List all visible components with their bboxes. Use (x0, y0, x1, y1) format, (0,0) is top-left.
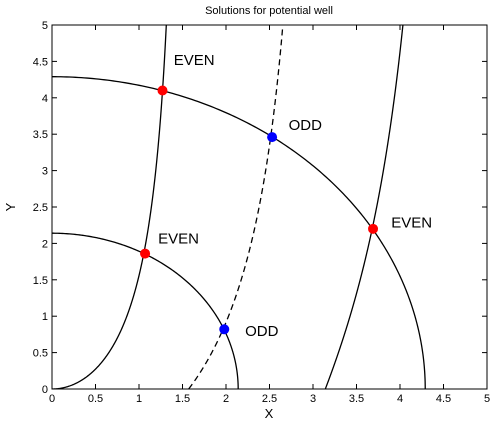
intersection-point-2 (157, 85, 168, 96)
y-tick-label: 2 (42, 238, 48, 250)
y-tick: 4 (42, 93, 487, 105)
intersection-point-4 (219, 324, 230, 335)
x-tick-label: 3.5 (349, 393, 364, 405)
curves (52, 25, 426, 389)
x-tick-label: 0.5 (88, 393, 103, 405)
y-tick: 5 (42, 20, 487, 32)
x-tick: 1 (136, 25, 142, 405)
x-tick-label: 4 (397, 393, 403, 405)
y-tick-label: 5 (42, 20, 48, 32)
y-tick-label: 4 (42, 93, 48, 105)
intersection-point-5 (267, 132, 278, 143)
x-tick: 4.5 (436, 25, 451, 405)
curve-circle-2 (52, 76, 426, 389)
y-tick-label: 0 (42, 384, 48, 396)
x-tick: 4 (397, 25, 403, 405)
x-tick: 0.5 (88, 25, 103, 405)
curve-even-4 (324, 25, 404, 389)
annotations: EVEN EVEN EVEN ODD ODD (158, 52, 432, 340)
annotation-even-2: EVEN (158, 230, 199, 247)
intersection-point-3 (368, 223, 379, 234)
y-axis-label: Y (3, 202, 18, 211)
y-tick: 3.5 (33, 129, 487, 141)
x-tick-label: 5 (484, 393, 490, 405)
x-tick-label: 2.5 (262, 393, 277, 405)
annotation-even-1: EVEN (174, 52, 215, 69)
x-tick: 5 (484, 25, 490, 405)
y-tick-label: 1 (42, 311, 48, 323)
x-ticks: 0 0.5 1 1.5 2 2.5 3 3.5 4 4.5 5 (49, 25, 490, 405)
x-tick-label: 2 (223, 393, 229, 405)
x-tick: 3 (310, 25, 316, 405)
intersection-point-1 (140, 248, 151, 259)
y-tick-label: 2.5 (33, 202, 48, 214)
x-tick-label: 1 (136, 393, 142, 405)
x-tick-label: 4.5 (436, 393, 451, 405)
annotation-odd-5: ODD (245, 323, 279, 340)
points (140, 85, 379, 335)
y-tick-label: 3.5 (33, 129, 48, 141)
x-tick: 0 (49, 25, 55, 405)
annotation-odd-4: ODD (289, 117, 323, 134)
y-tick: 0 (42, 384, 487, 396)
curve-even-3 (52, 25, 167, 389)
chart-title: Solutions for potential well (205, 5, 333, 17)
y-ticks: 0 0.5 1 1.5 2 2.5 3 3.5 4 4.5 5 (33, 20, 487, 396)
y-tick: 3 (42, 166, 487, 178)
x-tick: 1.5 (175, 25, 190, 405)
x-tick: 3.5 (349, 25, 364, 405)
y-tick: 2.5 (33, 202, 487, 214)
y-tick-label: 4.5 (33, 56, 48, 68)
x-tick-label: 0 (49, 393, 55, 405)
y-tick-label: 3 (42, 166, 48, 178)
annotation-even-3: EVEN (391, 214, 432, 231)
y-tick: 1.5 (33, 275, 487, 287)
x-tick: 2 (223, 25, 229, 405)
y-tick-label: 1.5 (33, 275, 48, 287)
x-tick-label: 1.5 (175, 393, 190, 405)
y-tick-label: 0.5 (33, 348, 48, 360)
y-tick: 0.5 (33, 348, 487, 360)
y-tick: 2 (42, 238, 487, 250)
x-tick: 2.5 (262, 25, 277, 405)
y-tick: 4.5 (33, 56, 487, 68)
x-axis-label: X (265, 406, 274, 421)
y-tick: 1 (42, 311, 487, 323)
curve-circle-1 (52, 232, 239, 389)
x-tick-label: 3 (310, 393, 316, 405)
